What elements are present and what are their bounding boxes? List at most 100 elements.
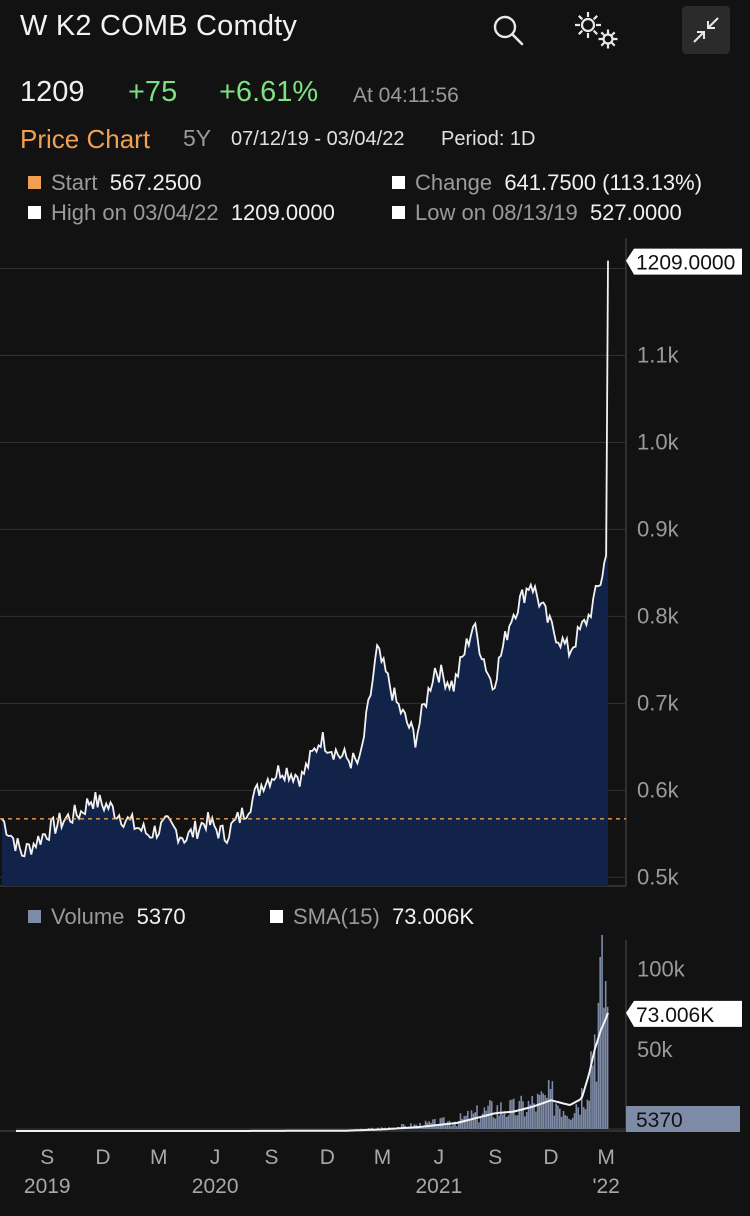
sma-legend-value: 73.006K [392, 904, 474, 929]
volume-bar [511, 1099, 513, 1129]
x-month-label: S [488, 1146, 502, 1169]
volume-bar [536, 1093, 539, 1129]
stat-change-label: Change [415, 170, 493, 195]
x-month-label: M [597, 1146, 615, 1169]
net-change: +75 [128, 76, 178, 108]
price-area [2, 260, 608, 887]
volume-bar [568, 1118, 570, 1129]
volume-bar [547, 1080, 550, 1129]
volume-bar [514, 1115, 517, 1129]
volume-bar [474, 1112, 476, 1129]
volume-bar [597, 1002, 600, 1129]
volume-chart[interactable]: 50k 100k 73.006K 5370 S D M J S D M J S D M 2019 2020 202… [0, 935, 750, 1205]
volume-bar [573, 1113, 576, 1129]
volume-bar [448, 1120, 451, 1129]
volume-bar [478, 1122, 480, 1129]
volume-bar [599, 957, 601, 1129]
current-price-label: 1209.0000 [636, 252, 735, 275]
volume-legend-label: Volume [51, 904, 125, 929]
high-swatch [28, 206, 41, 219]
volume-bar [595, 1081, 598, 1129]
y-tick-label: 0.6k [637, 777, 680, 802]
volume-bar [498, 1115, 500, 1129]
volume-bar [468, 1120, 471, 1129]
volume-bar [577, 1107, 579, 1129]
collapse-icon[interactable] [682, 6, 730, 54]
x-month-label: S [40, 1146, 54, 1169]
search-icon[interactable] [488, 10, 528, 50]
stat-low-value: 527.0000 [589, 200, 682, 225]
volume-bar [505, 1117, 508, 1129]
volume-bar [434, 1119, 436, 1129]
x-year-label: '22 [592, 1175, 619, 1198]
volume-bar [582, 1107, 585, 1129]
volume-bar [557, 1105, 559, 1129]
volume-bar [535, 1111, 537, 1129]
volume-bar [377, 1127, 379, 1129]
volume-bar [590, 1051, 592, 1129]
stat-low-label: Low on 08/13/19 [415, 200, 578, 225]
volume-bar [564, 1115, 567, 1129]
volume-bar [555, 1103, 557, 1129]
volume-swatch [28, 910, 41, 923]
security-title: W K2 COMB Comdty [20, 10, 298, 42]
volume-bar [570, 1119, 572, 1129]
volume-bar [369, 1128, 372, 1129]
volume-bar [588, 1100, 590, 1129]
volume-bar [529, 1104, 532, 1129]
volume-legend-value: 5370 [136, 904, 186, 929]
volume-bar [461, 1118, 464, 1129]
volume-bar [454, 1121, 456, 1129]
volume-bar [439, 1118, 442, 1129]
sma-value-label: 73.006K [636, 1004, 714, 1027]
volume-value-label: 5370 [636, 1109, 683, 1132]
volume-bar [542, 1093, 544, 1129]
range-selector[interactable]: 5Y [183, 125, 212, 151]
volume-bar [435, 1126, 438, 1129]
stat-high-label: High on 03/04/22 [51, 200, 219, 225]
volume-bar [500, 1102, 502, 1129]
low-swatch [392, 206, 405, 219]
volume-bar [402, 1124, 405, 1129]
volume-bar [586, 1099, 589, 1129]
settings-gears-icon[interactable] [570, 8, 624, 52]
volume-bar [527, 1100, 530, 1129]
volume-bar [575, 1104, 578, 1129]
volume-bar [546, 1097, 548, 1129]
volume-bar [566, 1116, 568, 1129]
y-tick-label: 100k [637, 956, 686, 981]
volume-bar [531, 1095, 533, 1129]
x-month-label: M [150, 1146, 168, 1169]
volume-bar [538, 1095, 541, 1129]
volume-bar [503, 1113, 506, 1129]
volume-bar [518, 1100, 521, 1129]
volume-bar [452, 1124, 454, 1129]
volume-bar [487, 1105, 489, 1129]
date-range[interactable]: 07/12/19 - 03/04/22 [231, 128, 405, 150]
volume-bar [457, 1121, 460, 1129]
volume-bar [492, 1117, 495, 1129]
volume-value-tag [626, 1106, 740, 1132]
stat-change-value: 641.7500 (113.13%) [504, 170, 703, 195]
volume-bar [562, 1111, 565, 1129]
sma-value-tag [626, 1000, 742, 1027]
volume-bar [479, 1118, 482, 1129]
price-line [1, 260, 609, 858]
timestamp: At 04:11:56 [353, 84, 459, 107]
volume-bar [507, 1115, 510, 1129]
sma-swatch [270, 910, 283, 923]
volume-legend: Volume 5370 [28, 904, 186, 930]
price-chart[interactable]: 0.5k 0.6k 0.7k 0.8k 0.9k 1.0k 1.1k 1209.0000 [0, 238, 750, 898]
volume-bar [422, 1127, 425, 1129]
stat-start: Start 567.2500 [28, 170, 201, 196]
volume-bar [371, 1127, 373, 1129]
volume-bar [544, 1095, 546, 1129]
volume-bar [410, 1123, 412, 1129]
volume-bar [441, 1117, 443, 1129]
volume-bar [494, 1118, 497, 1129]
volume-bar [450, 1126, 453, 1129]
x-month-label: J [210, 1146, 221, 1169]
volume-bar [456, 1126, 458, 1129]
period-selector[interactable]: Period: 1D [441, 128, 536, 150]
tab-price-chart[interactable]: Price Chart [20, 124, 151, 154]
